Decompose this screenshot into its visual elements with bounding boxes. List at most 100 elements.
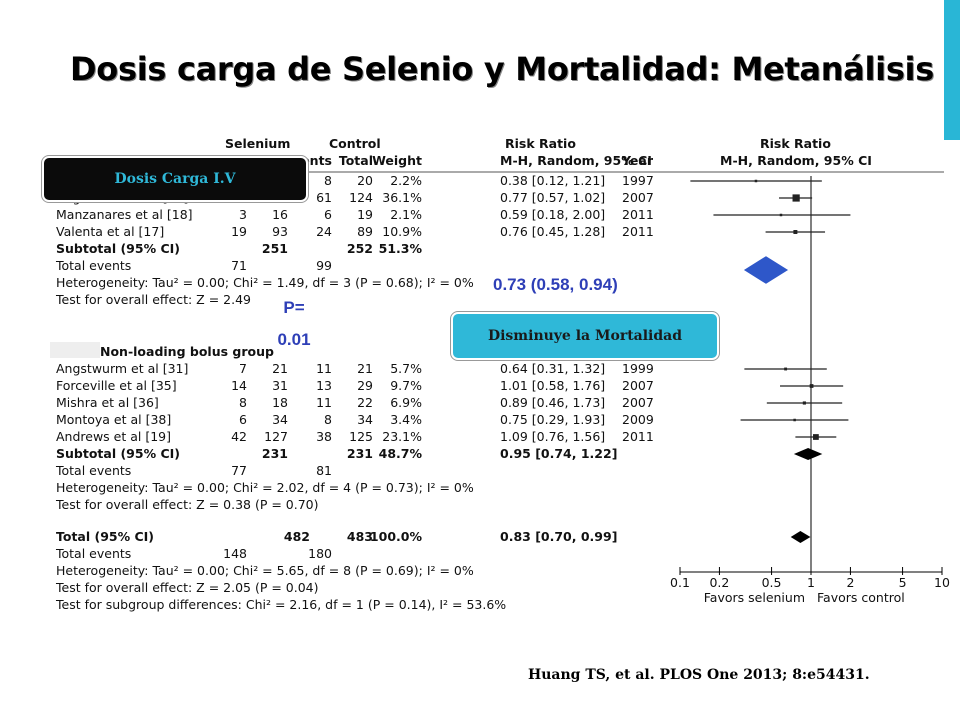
study-name: Manzanares et al [18] [56,207,193,222]
total-control: 22 [357,395,373,410]
total-events-control: 81 [316,463,332,478]
effect-square [754,179,758,183]
favors-left-label: Favors selenium [704,590,805,605]
total-control: 89 [357,224,373,239]
x-tick-label: 0.2 [709,575,729,590]
study-name: Forceville et al [35] [56,378,177,393]
forest-plot-svg: Selenium Control Risk Ratio Risk RatioEvent… [48,136,950,612]
year: 1999 [622,361,654,376]
p-label: P= [283,298,305,317]
total-selenium: 127 [264,429,288,444]
risk-ratio-ci: 0.75 [0.29, 1.93] [500,412,605,427]
group-shade [50,342,100,358]
x-tick-label: 5 [899,575,907,590]
risk-ratio-ci: 0.76 [0.45, 1.28] [500,224,605,239]
events-selenium: 6 [239,412,247,427]
events-selenium: 3 [239,207,247,222]
total-control: 125 [349,429,373,444]
total-events-selenium: 71 [231,258,247,273]
events-control: 11 [316,361,332,376]
effect-square [784,367,788,371]
total-weight: 100.0% [370,529,423,544]
effect-square [793,418,796,422]
total-events-label: Total events [55,258,131,273]
events-selenium: 7 [239,361,247,376]
effect-square [809,384,814,388]
total-selenium: 31 [272,378,288,393]
weight: 3.4% [390,412,422,427]
x-tick-label: 1 [807,575,815,590]
total-events-selenium: 77 [231,463,247,478]
subtotal-label: Subtotal (95% CI) [56,241,180,256]
subtotal-weight: 48.7% [379,446,423,461]
risk-ratio-ci: 1.01 [0.58, 1.76] [500,378,605,393]
total-selenium: 93 [272,224,288,239]
total-selenium: 34 [272,412,288,427]
risk-ratio-ci: 0.77 [0.57, 1.02] [500,190,605,205]
events-control: 6 [324,207,332,222]
subtotal-n2: 231 [347,446,373,461]
slide-title: Dosis carga de Selenio y Mortalidad: Met… [70,50,934,88]
dosis-carga-label: Dosis Carga I.V [42,156,308,202]
weight: 10.9% [382,224,422,239]
total-control: 20 [357,173,373,188]
subtotal-n1: 251 [262,241,288,256]
effect-square [813,434,819,440]
events-selenium: 42 [231,429,247,444]
events-control: 8 [324,173,332,188]
x-tick-label: 0.1 [670,575,690,590]
weight: 6.9% [390,395,422,410]
year: 2007 [622,395,654,410]
study-name: Montoya et al [38] [56,412,171,427]
year: 2009 [622,412,654,427]
total-n2: 483 [347,529,373,544]
header-selenium: Selenium [225,136,290,151]
study-name: Angstwurm et al [31] [56,361,188,376]
p-value: 0.01 [277,330,311,349]
overall-effect: Test for overall effect: Z = 2.05 (P = 0… [55,580,319,595]
citation: Huang TS, et al. PLOS One 2013; 8:e54431… [528,667,870,683]
year: 1997 [622,173,654,188]
total-control: 19 [357,207,373,222]
risk-ratio-ci: 0.64 [0.31, 1.32] [500,361,605,376]
total-events-label: Total events [55,546,131,561]
year: 2011 [622,207,654,222]
risk-ratio-ci: 1.09 [0.76, 1.56] [500,429,605,444]
events-control: 24 [316,224,332,239]
risk-ratio-ci: 0.38 [0.12, 1.21] [500,173,605,188]
year: 2007 [622,378,654,393]
overall-effect: Test for overall effect: Z = 0.38 (P = 0… [55,497,319,512]
header-weight: Weight [372,153,422,168]
disminuye-mortalidad-label: Disminuye la Mortalidad [451,312,719,360]
header-plot-method: M-H, Random, 95% CI [720,153,872,168]
header-rr-method: M-H, Random, 95% CI [500,153,652,168]
loading-subtotal-diamond [740,253,792,287]
study-name: Valenta et al [17] [56,224,164,239]
total-diamond [790,531,811,543]
forest-plot: Selenium Control Risk Ratio Risk Ratio Event… [40,132,956,620]
total-rr: 0.83 [0.70, 0.99] [500,529,617,544]
year: 2011 [622,224,654,239]
risk-ratio-ci: 0.59 [0.18, 2.00] [500,207,605,222]
events-selenium: 19 [231,224,247,239]
weight: 2.1% [390,207,422,222]
total-control: 124 [349,190,373,205]
events-control: 8 [324,412,332,427]
favors-right-label: Favors control [817,590,905,605]
header-risk-ratio: Risk Ratio [505,136,576,151]
total-events-control: 180 [308,546,332,561]
heterogeneity: Heterogeneity: Tau² = 0.00; Chi² = 1.49,… [56,275,474,290]
total-events-label: Total events [55,463,131,478]
events-control: 61 [316,190,332,205]
accent-bar [944,0,960,720]
header-total: Total [339,153,373,168]
x-tick-label: 2 [846,575,854,590]
weight: 2.2% [390,173,422,188]
effect-square [779,213,783,217]
group-label: Non-loading bolus group [100,344,274,359]
events-selenium: 14 [231,378,247,393]
effect-square [802,401,806,405]
weight: 36.1% [382,190,422,205]
study-name: Mishra et al [36] [56,395,159,410]
subtotal-diamond [793,448,823,460]
